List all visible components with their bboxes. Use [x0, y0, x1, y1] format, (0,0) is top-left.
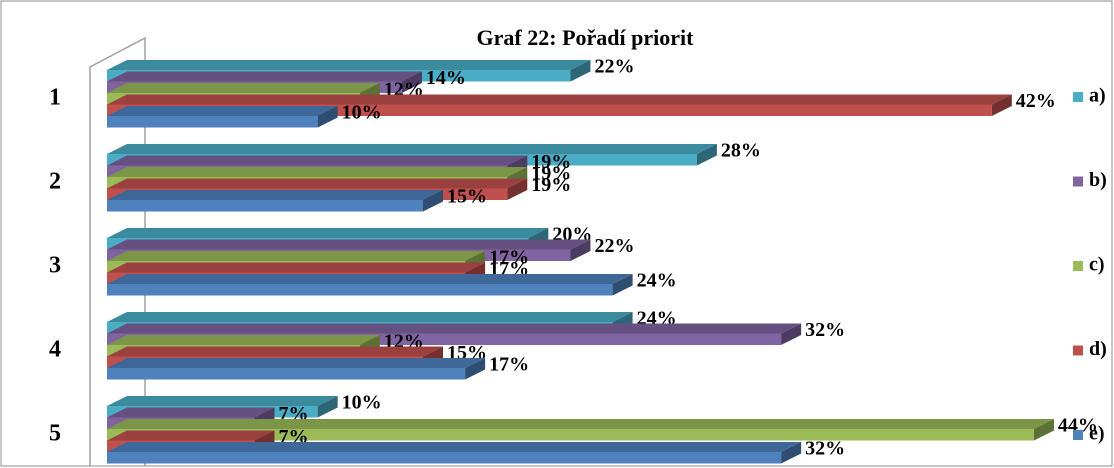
data-label: 19% — [531, 151, 571, 173]
bar-side — [781, 442, 802, 464]
chart-title: Graf 22: Pořadí priorit — [477, 25, 695, 50]
bar-side — [465, 358, 486, 380]
bar-top — [107, 71, 422, 82]
bar-top — [107, 60, 591, 70]
bar — [107, 429, 1034, 441]
y-tick-label: 5 — [49, 420, 61, 446]
data-label: 42% — [1016, 90, 1056, 112]
bar-top — [107, 407, 275, 418]
bar-top — [107, 106, 338, 116]
data-label: 44% — [1058, 415, 1098, 437]
bar-side — [317, 396, 338, 418]
legend-label: e) — [1089, 423, 1105, 445]
bar — [107, 333, 782, 345]
bar-side — [507, 178, 528, 200]
legend-swatch — [1073, 430, 1083, 440]
y-tick-label: 4 — [49, 336, 61, 362]
bar-side — [317, 106, 338, 128]
bar-top — [107, 228, 549, 238]
bar-side — [1033, 419, 1054, 441]
legend-label: b) — [1089, 169, 1107, 191]
data-label: 22% — [594, 235, 634, 257]
bar-top — [107, 274, 633, 284]
data-label: 14% — [426, 67, 466, 89]
data-label: 19% — [531, 174, 571, 196]
bar — [107, 284, 613, 296]
legend-swatch — [1073, 92, 1083, 102]
bar-top — [107, 346, 443, 357]
bar — [107, 200, 423, 212]
bar-top — [107, 323, 802, 334]
data-label: 10% — [342, 392, 382, 414]
bar-top — [107, 312, 633, 322]
data-label: 19% — [531, 163, 571, 185]
bar-top — [107, 358, 486, 368]
bar-side — [401, 71, 422, 93]
bar-top — [107, 430, 275, 441]
data-label: 24% — [637, 270, 677, 292]
bar-side — [696, 144, 717, 166]
bar-top — [107, 144, 717, 154]
data-label: 22% — [594, 56, 634, 78]
data-label: 17% — [489, 247, 529, 269]
bar — [107, 116, 318, 128]
bar — [107, 104, 992, 116]
data-label: 15% — [447, 186, 487, 208]
y-tick-label: 1 — [49, 84, 61, 110]
bar-top — [107, 178, 528, 189]
legend-swatch — [1073, 345, 1083, 356]
bar-top — [107, 262, 486, 273]
bar — [107, 368, 466, 380]
bar-top — [107, 251, 486, 261]
bar-top — [107, 83, 380, 93]
data-label: 32% — [805, 319, 845, 341]
data-label: 28% — [721, 140, 761, 162]
bar-top — [107, 167, 528, 177]
legend-swatch — [1073, 261, 1083, 271]
bar-top — [107, 442, 802, 452]
legend-label: a) — [1089, 85, 1106, 107]
bar-top — [107, 155, 528, 166]
bar-side — [991, 94, 1012, 116]
bar-top — [107, 190, 443, 200]
bar — [107, 452, 782, 464]
data-label: 10% — [342, 102, 382, 124]
legend-label: c) — [1089, 254, 1105, 276]
bar-side — [570, 239, 591, 261]
bar-top — [107, 239, 591, 250]
y-tick-label: 2 — [49, 168, 61, 194]
data-label: 32% — [805, 438, 845, 460]
bar-top — [107, 94, 1012, 105]
legend-label: d) — [1089, 338, 1107, 360]
bar-side — [570, 60, 591, 82]
bar-top — [107, 396, 338, 406]
bar-top — [107, 335, 380, 345]
bar-side — [781, 323, 802, 345]
legend-swatch — [1073, 176, 1083, 187]
bar-side — [612, 274, 633, 296]
bar-top — [107, 419, 1054, 429]
y-tick-label: 3 — [49, 252, 61, 278]
data-label: 17% — [489, 354, 529, 376]
bar-side — [423, 190, 443, 212]
